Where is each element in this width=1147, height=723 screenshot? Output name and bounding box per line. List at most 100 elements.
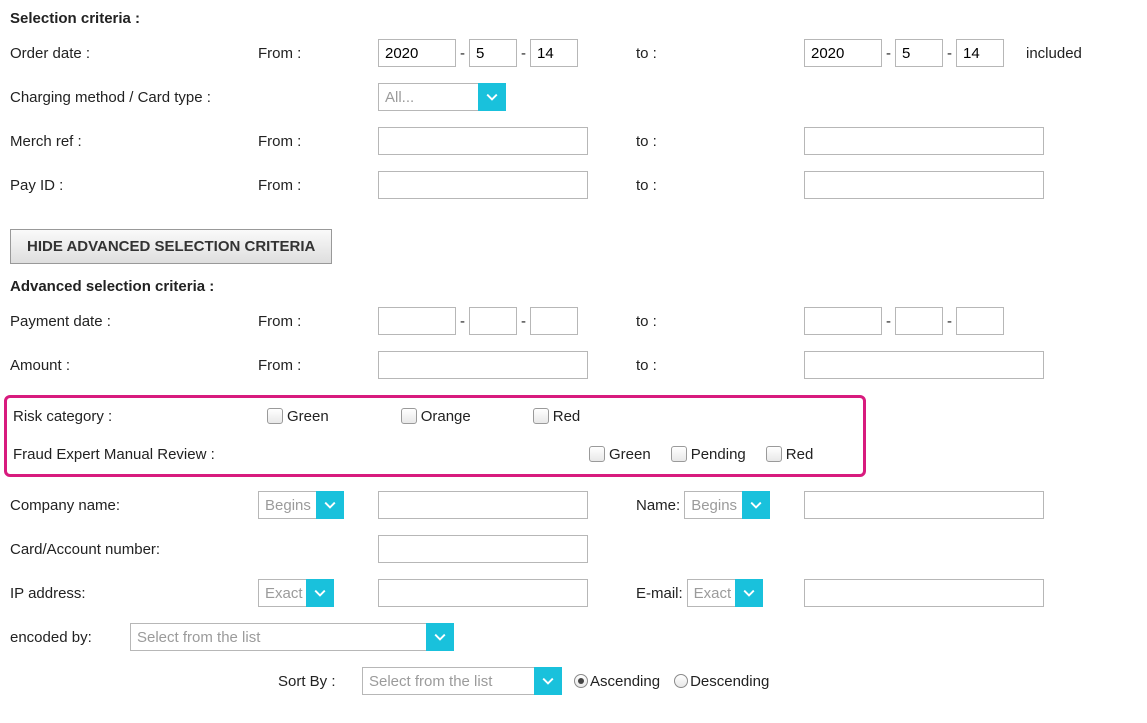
charging-method-label: Charging method / Card type : [10,89,258,106]
email-mode-value: Exact [687,579,735,607]
payment-date-to-year[interactable] [804,307,882,335]
risk-red-label: Red [553,408,581,425]
fraud-pending-checkbox[interactable] [671,446,687,462]
amount-to-input[interactable] [804,351,1044,379]
ip-mode-select[interactable]: Exact [258,579,334,607]
pay-id-to-label: to : [636,177,804,194]
merch-ref-label: Merch ref : [10,133,258,150]
charging-method-row: Charging method / Card type : All... [10,83,1137,111]
dash: - [521,45,526,62]
fraud-review-row: Fraud Expert Manual Review : Green Pendi… [13,440,857,468]
amount-from-label: From : [258,357,378,374]
payment-date-from-month[interactable] [469,307,517,335]
dash: - [947,313,952,330]
payment-date-to-label: to : [636,313,804,330]
order-date-from-year[interactable] [378,39,456,67]
email-input[interactable] [804,579,1044,607]
chevron-down-icon[interactable] [426,623,454,651]
order-date-from-label: From : [258,45,378,62]
payment-date-from-day[interactable] [530,307,578,335]
fraud-red-label: Red [786,446,814,463]
risk-red-checkbox[interactable] [533,408,549,424]
pay-id-from-input[interactable] [378,171,588,199]
merch-ref-to-input[interactable] [804,127,1044,155]
encoded-by-value: Select from the list [130,623,426,651]
fraud-pending-label: Pending [691,446,746,463]
charging-method-value: All... [378,83,478,111]
risk-green-checkbox[interactable] [267,408,283,424]
risk-orange-label: Orange [421,408,471,425]
card-number-label: Card/Account number: [10,541,258,558]
order-date-included-label: included [1026,45,1082,62]
chevron-down-icon[interactable] [534,667,562,695]
risk-category-label: Risk category : [13,408,267,425]
name-input[interactable] [804,491,1044,519]
payment-date-row: Payment date : From : - - to : - - [10,307,1137,335]
sort-by-value: Select from the list [362,667,534,695]
fraud-red-checkbox[interactable] [766,446,782,462]
chevron-down-icon[interactable] [316,491,344,519]
sort-descending-radio[interactable] [674,674,688,688]
email-label: E-mail: [636,585,683,602]
risk-highlight-box: Risk category : Green Orange Red Fraud E… [4,395,866,477]
payment-date-to-month[interactable] [895,307,943,335]
email-mode-select[interactable]: Exact [687,579,763,607]
order-date-to-day[interactable] [956,39,1004,67]
hide-advanced-button[interactable]: HIDE ADVANCED SELECTION CRITERIA [10,229,332,264]
dash: - [521,313,526,330]
order-date-to-year[interactable] [804,39,882,67]
chevron-down-icon[interactable] [306,579,334,607]
advanced-criteria-title: Advanced selection criteria : [10,278,1137,295]
risk-green-label: Green [287,408,329,425]
card-number-row: Card/Account number: [10,535,1137,563]
chevron-down-icon[interactable] [478,83,506,111]
payment-date-from-year[interactable] [378,307,456,335]
company-mode-value: Begins [258,491,316,519]
payment-date-label: Payment date : [10,313,258,330]
pay-id-from-label: From : [258,177,378,194]
chevron-down-icon[interactable] [735,579,763,607]
company-mode-select[interactable]: Begins [258,491,344,519]
amount-from-input[interactable] [378,351,588,379]
order-date-from-day[interactable] [530,39,578,67]
merch-ref-row: Merch ref : From : to : [10,127,1137,155]
order-date-label: Order date : [10,45,258,62]
order-date-row: Order date : From : - - to : - - include… [10,39,1137,67]
dash: - [886,45,891,62]
risk-orange-checkbox[interactable] [401,408,417,424]
sort-by-select[interactable]: Select from the list [362,667,562,695]
sort-descending-label: Descending [690,673,769,690]
dash: - [460,45,465,62]
company-name-row: Company name: Begins Name: Begins [10,491,1137,519]
pay-id-to-input[interactable] [804,171,1044,199]
pay-id-row: Pay ID : From : to : [10,171,1137,199]
company-name-input[interactable] [378,491,588,519]
pay-id-label: Pay ID : [10,177,258,194]
sort-by-label: Sort By : [278,673,362,690]
payment-date-to-day[interactable] [956,307,1004,335]
order-date-from-month[interactable] [469,39,517,67]
amount-label: Amount : [10,357,258,374]
name-mode-select[interactable]: Begins [684,491,770,519]
merch-ref-from-label: From : [258,133,378,150]
payment-date-from-label: From : [258,313,378,330]
encoded-by-row: encoded by: Select from the list [10,623,1137,651]
order-date-to-month[interactable] [895,39,943,67]
chevron-down-icon[interactable] [742,491,770,519]
company-name-label: Company name: [10,497,258,514]
fraud-green-label: Green [609,446,651,463]
charging-method-select[interactable]: All... [378,83,506,111]
order-date-to-label: to : [636,45,804,62]
encoded-by-select[interactable]: Select from the list [130,623,454,651]
dash: - [460,313,465,330]
sort-ascending-radio[interactable] [574,674,588,688]
fraud-green-checkbox[interactable] [589,446,605,462]
card-number-input[interactable] [378,535,588,563]
merch-ref-from-input[interactable] [378,127,588,155]
amount-row: Amount : From : to : [10,351,1137,379]
ip-address-row: IP address: Exact E-mail: Exact [10,579,1137,607]
sort-ascending-label: Ascending [590,673,660,690]
ip-mode-value: Exact [258,579,306,607]
sort-by-row: Sort By : Select from the list Ascending… [278,667,1137,695]
ip-address-input[interactable] [378,579,588,607]
